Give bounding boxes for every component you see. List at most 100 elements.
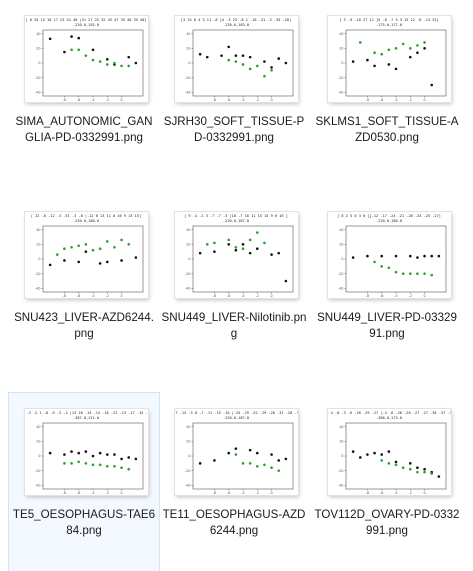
green-data-point <box>77 460 81 464</box>
black-data-point <box>277 251 281 255</box>
image-thumbnail[interactable]: [-27 -15 -3 0 -7 -11 -15 -10 |-25 -29 -3… <box>175 409 298 495</box>
file-tile[interactable]: [-27 -15 -3 0 -7 -11 -15 -10 |-25 -29 -3… <box>159 393 309 571</box>
file-tile[interactable]: [3 15 8 4 3 11 -8 ]4 -3 23 -8 1 -16 -31 … <box>159 0 309 178</box>
green-data-point <box>380 459 384 462</box>
file-tile[interactable]: [ 0 4 -8 -3 -6 -20 -29 -27 |-4 -6 -26 -2… <box>312 393 462 571</box>
x-tick-label: 0 <box>271 491 273 495</box>
y-tick-label: 20 <box>186 440 190 444</box>
black-data-point <box>213 459 216 462</box>
y-tick-label: 40 <box>186 228 190 232</box>
black-data-point <box>430 83 434 87</box>
green-data-point <box>263 241 266 245</box>
green-data-point <box>98 247 102 251</box>
file-tile[interactable]: [ 8 2 5 0 3 0 ]{-12 -17 -24 -21 -26 -24 … <box>312 196 462 374</box>
green-data-point <box>213 241 216 245</box>
black-data-point <box>394 254 398 258</box>
x-tick-label: 0 <box>424 491 426 495</box>
green-data-point <box>77 48 81 52</box>
green-data-point <box>98 463 102 467</box>
plot-header-text: [-27 -15 -3 0 -7 -11 -15 -10 |-25 -29 -3… <box>175 411 298 415</box>
plot-header-text: [ 8 2 5 0 3 0 ]{-12 -17 -24 -21 -26 -24 … <box>337 214 441 218</box>
green-data-point <box>380 52 384 56</box>
black-data-point <box>284 279 288 283</box>
black-data-point <box>241 243 245 246</box>
green-data-point <box>84 54 88 57</box>
x-tick-label: -4 <box>241 294 244 298</box>
black-data-point <box>227 243 231 246</box>
y-tick-label: 20 <box>339 47 343 51</box>
y-tick-label: -40 <box>338 287 343 291</box>
x-tick-label: -4 <box>241 491 244 495</box>
image-thumbnail[interactable]: [ 0 4 -8 -3 -6 -20 -29 -27 |-4 -6 -26 -2… <box>328 409 451 495</box>
black-data-point <box>270 66 273 69</box>
file-tile[interactable]: [ 9 -4 -1 3 -7 -7 -3 |10 -7 10 11 15 15 … <box>159 196 309 374</box>
green-data-point <box>120 466 123 470</box>
green-data-point <box>380 265 384 268</box>
image-thumbnail[interactable]: [ 22 -6 -12 -3 -51 -3 -8 |-12 0 13 11 0 … <box>25 212 148 298</box>
image-thumbnail[interactable]: [ 8 2 5 0 3 0 ]{-12 -17 -24 -21 -26 -24 … <box>328 212 451 298</box>
black-data-point <box>77 260 81 264</box>
black-data-point <box>351 60 355 63</box>
plot-header-text: [ 22 -6 -12 -3 -51 -3 -8 |-12 0 13 11 0 … <box>31 214 141 218</box>
plot-thumbnail-svg: [ 8 2 5 0 3 0 ]{-12 -17 -24 -21 -26 -24 … <box>337 214 447 298</box>
image-thumbnail[interactable]: [ 0 35 15 10 17 23 24 40 |31 27 22 32 43… <box>25 16 148 102</box>
image-thumbnail[interactable]: [ 9 -4 -1 3 -7 -7 -3 |10 -7 10 11 15 15 … <box>175 212 298 298</box>
y-tick-label: 20 <box>36 47 40 51</box>
x-tick-label: -2 <box>409 294 412 298</box>
green-data-point <box>255 64 259 68</box>
black-data-point <box>70 450 73 453</box>
x-tick-label: -2 <box>106 491 109 495</box>
plot-subheader-text: -220.0,187.0 <box>223 416 249 420</box>
green-data-point <box>387 462 391 465</box>
black-data-point <box>380 254 384 258</box>
image-thumbnail[interactable]: [ 0 -3 -2 1 -8 -9 -3 -2 |13 20 -14 -14 -… <box>25 409 148 495</box>
plot-subheader-text: -220.0,187.0 <box>223 219 249 223</box>
y-tick-label: -20 <box>35 76 40 80</box>
y-tick-label: 20 <box>339 440 343 444</box>
black-data-point <box>198 52 202 56</box>
image-thumbnail[interactable]: [3 15 8 4 3 11 -8 ]4 -3 23 -8 1 -16 -31 … <box>175 16 298 102</box>
green-data-point <box>387 266 391 270</box>
plot-subheader-text: -220.0,180.0 <box>376 219 402 223</box>
green-data-point <box>98 60 102 63</box>
plot-frame <box>42 29 144 97</box>
plot-thumbnail-svg: [3 15 8 4 3 11 -8 ]4 -3 23 -8 1 -16 -31 … <box>181 18 294 102</box>
black-data-point <box>255 247 259 251</box>
file-tile[interactable]: [ 0 35 15 10 17 23 24 40 |31 27 22 32 43… <box>9 0 159 178</box>
black-data-point <box>227 45 231 49</box>
y-tick-label: 40 <box>36 425 40 429</box>
x-tick-label: -2 <box>106 98 109 102</box>
x-tick-label: -6 <box>77 98 80 102</box>
green-data-point <box>423 41 426 44</box>
image-thumbnail[interactable]: [ 3 -9 -10 27 11 ]5 -8 -7 5 3 15 12 -8 -… <box>328 16 451 102</box>
file-tile[interactable]: [ 0 -3 -2 1 -8 -9 -3 -2 |13 20 -14 -14 -… <box>8 392 160 571</box>
green-data-point <box>394 463 398 467</box>
green-data-point <box>401 42 405 46</box>
black-data-point <box>48 37 52 41</box>
black-data-point <box>263 60 266 63</box>
x-tick-label: -6 <box>77 491 80 495</box>
black-data-point <box>63 259 66 262</box>
y-tick-label: 0 <box>188 257 190 261</box>
plot-thumbnail-svg: [-27 -15 -3 0 -7 -11 -15 -10 |-25 -29 -3… <box>175 411 298 495</box>
y-tick-label: -20 <box>35 272 40 276</box>
x-tick-label: -2 <box>409 98 412 102</box>
x-tick-label: -8 <box>366 98 369 102</box>
black-data-point <box>423 467 426 471</box>
green-data-point <box>270 466 273 470</box>
x-tick-label: -6 <box>77 294 80 298</box>
plot-header-text: [ 9 -4 -1 3 -7 -7 -3 |10 -7 10 11 15 15 … <box>184 214 288 218</box>
black-data-point <box>270 253 273 256</box>
file-tile[interactable]: [ 22 -6 -12 -3 -51 -3 -8 |-12 0 13 11 0 … <box>9 196 159 374</box>
green-data-point <box>205 243 209 246</box>
y-tick-label: 40 <box>339 228 343 232</box>
y-tick-label: 40 <box>36 228 40 232</box>
green-data-point <box>113 245 116 249</box>
file-tile[interactable]: [ 3 -9 -10 27 11 ]5 -8 -7 5 3 15 12 -8 -… <box>312 0 462 178</box>
y-tick-label: -40 <box>35 484 40 488</box>
x-tick-label: -6 <box>380 98 383 102</box>
x-tick-label: -4 <box>394 98 397 102</box>
x-tick-label: -2 <box>256 491 259 495</box>
black-data-point <box>394 67 398 71</box>
black-data-point <box>284 61 288 65</box>
